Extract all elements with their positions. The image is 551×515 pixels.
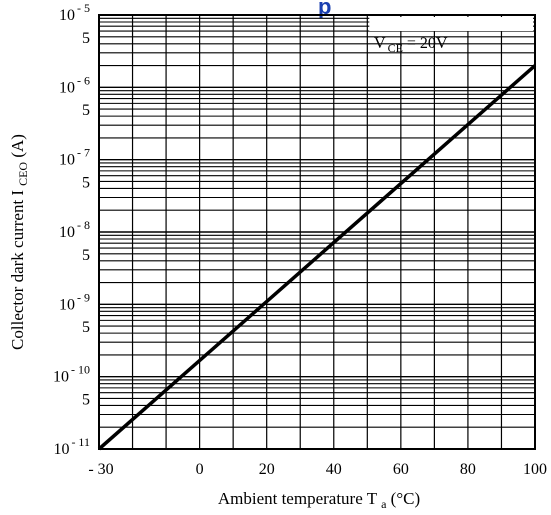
y-tick-label: 10- 8 (59, 218, 90, 241)
x-tick-label: 60 (393, 461, 409, 478)
y-tick-label: 10- 5 (59, 1, 90, 24)
y-tick-label-minor: 5 (82, 174, 90, 191)
chart-title-fragment: p (318, 0, 331, 19)
y-tick-labels: 10- 11 10- 10 10- 9 10- 8 10- 7 10- 6 10- 5 5 5 5… (53, 1, 90, 458)
plot-frame (98, 14, 536, 450)
series-layer (97, 64, 537, 451)
series-line (97, 64, 537, 451)
x-tick-label: 100 (523, 461, 547, 478)
annotation-text: V CE = 20V (374, 35, 448, 55)
annotation: V CE = 20V (369, 17, 533, 55)
y-tick-label-minor: 5 (82, 30, 90, 47)
x-tick-labels: - 30 0 20 40 60 80 100 (88, 461, 547, 478)
x-tick-label: - 30 (88, 461, 113, 478)
y-tick-label: 10- 10 (53, 363, 90, 386)
y-tick-label-minor: 5 (82, 102, 90, 119)
y-tick-label: 10- 9 (59, 290, 90, 313)
grid (99, 15, 535, 449)
title-area: p (318, 0, 331, 19)
x-tick-label: 20 (259, 461, 275, 478)
y-tick-label: 10- 6 (59, 73, 90, 96)
y-tick-label-minor: 5 (82, 391, 90, 408)
y-tick-label-minor: 5 (82, 319, 90, 336)
y-axis-title: Collector dark current ICEO (A) (8, 134, 30, 350)
plot-border (98, 14, 536, 450)
y-tick-label: 10- 11 (53, 435, 90, 458)
y-tick-label: 10- 7 (59, 146, 90, 169)
x-tick-label: 80 (460, 461, 476, 478)
annotation-box (369, 17, 533, 32)
x-tick-label: 0 (196, 461, 204, 478)
y-tick-label-minor: 5 (82, 247, 90, 264)
x-tick-label: 40 (326, 461, 342, 478)
